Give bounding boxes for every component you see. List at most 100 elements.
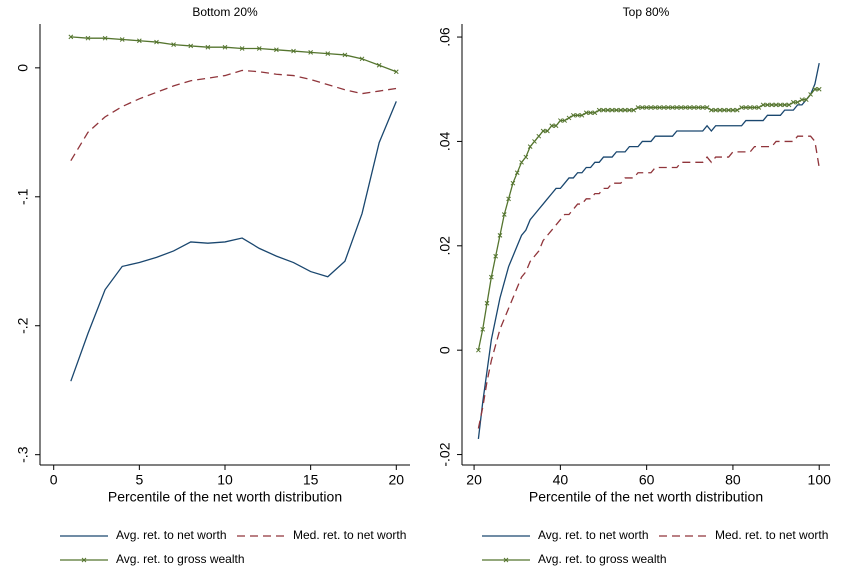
point-marker — [393, 69, 399, 75]
point-marker — [588, 110, 593, 116]
point-marker — [583, 110, 589, 116]
series-line — [477, 135, 820, 429]
point-marker — [622, 107, 628, 113]
x-tick-label: 20 — [389, 472, 405, 488]
point-marker — [570, 112, 576, 118]
point-marker — [773, 102, 779, 108]
point-marker — [256, 46, 262, 51]
point-marker — [497, 233, 503, 238]
point-marker — [743, 105, 749, 110]
legend-label: Avg. ret. to net worth — [538, 528, 649, 542]
point-marker — [644, 105, 650, 110]
x-tick-label: 15 — [303, 472, 319, 488]
point-marker — [102, 35, 108, 41]
point-marker — [376, 62, 382, 68]
point-marker — [553, 123, 559, 129]
point-marker — [154, 39, 159, 45]
point-marker — [618, 107, 624, 113]
legend-label: Avg. ret. to gross wealth — [116, 552, 245, 566]
point-marker — [549, 123, 555, 129]
point-marker — [648, 105, 654, 110]
point-marker — [291, 48, 296, 54]
point-marker — [661, 105, 667, 110]
chart-title: Top 80% — [623, 5, 670, 19]
point-marker — [704, 105, 710, 110]
point-marker — [614, 107, 619, 113]
point-marker — [222, 44, 228, 50]
point-marker — [756, 105, 762, 110]
point-marker — [790, 99, 796, 105]
point-marker — [674, 105, 680, 110]
point-marker — [506, 196, 511, 202]
point-marker — [765, 102, 770, 108]
point-marker — [816, 86, 822, 92]
point-marker — [609, 107, 615, 113]
point-marker — [596, 107, 602, 113]
point-marker — [592, 110, 598, 116]
point-marker — [501, 212, 507, 217]
series-line — [70, 101, 397, 382]
point-marker — [68, 34, 74, 40]
point-marker — [739, 105, 744, 110]
point-marker — [325, 51, 331, 57]
point-marker — [696, 105, 701, 110]
chart-title: Bottom 20% — [192, 5, 258, 19]
y-tick-label: 0 — [437, 346, 453, 354]
point-marker — [562, 118, 568, 123]
point-marker — [803, 97, 809, 103]
point-marker — [579, 112, 585, 118]
legend-label: Avg. ret. to net worth — [116, 528, 227, 542]
point-marker — [808, 92, 813, 97]
point-marker — [721, 107, 727, 113]
point-marker — [575, 112, 580, 118]
x-tick-label: 0 — [50, 472, 58, 488]
point-marker — [812, 86, 818, 92]
point-marker — [639, 105, 645, 110]
y-tick-label: 0 — [15, 64, 31, 72]
series-line — [70, 36, 397, 73]
x-tick-label: 80 — [725, 472, 741, 488]
point-marker — [795, 99, 800, 105]
point-marker — [274, 47, 279, 53]
point-marker — [786, 102, 792, 108]
point-marker — [652, 105, 658, 110]
point-marker — [558, 118, 563, 123]
point-marker — [635, 105, 641, 110]
point-marker — [601, 107, 606, 113]
point-marker — [188, 43, 194, 49]
point-marker — [631, 107, 637, 113]
y-tick-label: .06 — [437, 27, 453, 47]
y-tick-label: -.3 — [15, 446, 31, 463]
legend-marker — [503, 557, 509, 563]
point-marker — [85, 35, 91, 41]
x-tick-label: 100 — [808, 472, 832, 488]
point-marker — [480, 326, 486, 332]
point-marker — [782, 102, 788, 108]
x-tick-label: 60 — [639, 472, 655, 488]
point-marker — [665, 105, 671, 110]
point-marker — [734, 107, 740, 113]
point-marker — [484, 300, 490, 306]
legend-marker — [81, 557, 87, 563]
point-marker — [700, 105, 706, 110]
point-marker — [476, 347, 481, 353]
x-axis-title: Percentile of the net worth distribution — [529, 489, 763, 505]
x-tick-label: 20 — [466, 472, 482, 488]
y-tick-label: -.2 — [15, 317, 31, 334]
point-marker — [691, 105, 697, 110]
point-marker — [519, 159, 524, 165]
point-marker — [171, 42, 176, 47]
point-marker — [308, 50, 314, 55]
legend-label: Med. ret. to net worth — [715, 528, 828, 542]
series-line — [70, 69, 397, 162]
point-marker — [527, 144, 533, 149]
point-marker — [726, 107, 731, 113]
y-tick-label: -.02 — [437, 442, 453, 466]
point-marker — [536, 133, 542, 139]
point-marker — [239, 46, 245, 51]
x-tick-label: 5 — [135, 472, 143, 488]
point-marker — [488, 274, 494, 280]
point-marker — [752, 105, 757, 110]
legend-label: Med. ret. to net worth — [293, 528, 406, 542]
